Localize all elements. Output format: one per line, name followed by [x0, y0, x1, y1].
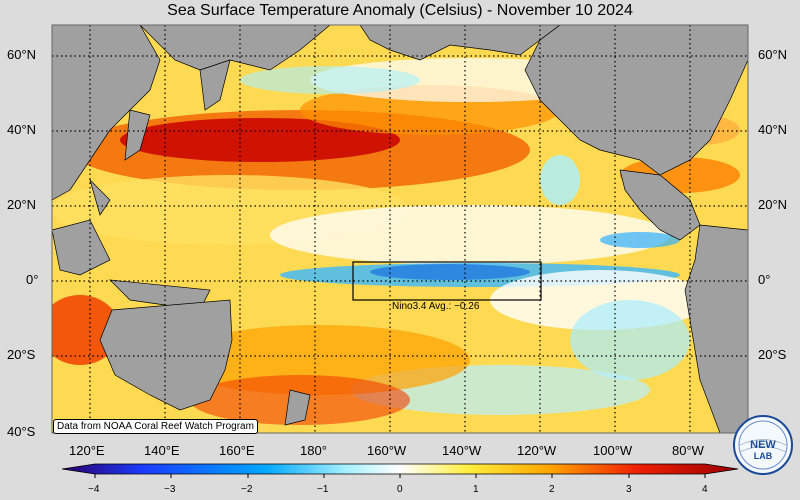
colorbar-label: −4 — [88, 484, 100, 495]
lat-label-left: 0° — [26, 272, 39, 287]
lat-label-right: 60°N — [758, 47, 788, 62]
lat-label-right: 0° — [758, 272, 771, 287]
lat-label-left: 20°N — [7, 197, 37, 212]
lon-label: 100°W — [593, 443, 633, 458]
colorbar-label: 0 — [397, 484, 403, 495]
colorbar — [61, 463, 739, 475]
colorbar-label: 1 — [473, 484, 479, 495]
lat-label-right: 20°S — [758, 347, 787, 362]
map-title: Sea Surface Temperature Anomaly (Celsius… — [167, 2, 633, 19]
map-area — [52, 25, 748, 433]
lat-label-left: 40°S — [7, 424, 36, 439]
colorbar-label: 3 — [626, 484, 632, 495]
svg-text:LAB: LAB — [754, 451, 773, 461]
lon-label: 140°W — [442, 443, 482, 458]
lon-label: 160°W — [367, 443, 407, 458]
lat-label-left: 40°N — [7, 122, 37, 137]
lab-logo-icon: NEW LAB — [733, 415, 793, 475]
lon-label: 80°W — [672, 443, 704, 458]
colorbar-ticks — [94, 474, 706, 478]
lon-label: 160°E — [219, 443, 255, 458]
svg-text:NEW: NEW — [750, 439, 776, 451]
lat-label-left: 60°N — [7, 47, 37, 62]
lon-label: 120°E — [69, 443, 105, 458]
colorbar-label: −3 — [164, 484, 176, 495]
gridlines — [52, 25, 748, 433]
nino34-label: Nino3.4 Avg.: −0.26 — [392, 301, 480, 312]
colorbar-label: −2 — [241, 484, 253, 495]
colorbar-label: 4 — [702, 484, 708, 495]
lat-label-left: 20°S — [7, 347, 36, 362]
land — [52, 25, 748, 433]
colorbar-label: 2 — [549, 484, 555, 495]
data-credit: Data from NOAA Coral Reef Watch Program — [53, 419, 258, 434]
nino34-box — [352, 261, 542, 301]
lon-label: 140°E — [144, 443, 180, 458]
colorbar-label: −1 — [317, 484, 329, 495]
lon-label: 180° — [300, 443, 327, 458]
lat-label-right: 20°N — [758, 197, 788, 212]
lon-label: 120°W — [517, 443, 557, 458]
lat-label-right: 40°N — [758, 122, 788, 137]
